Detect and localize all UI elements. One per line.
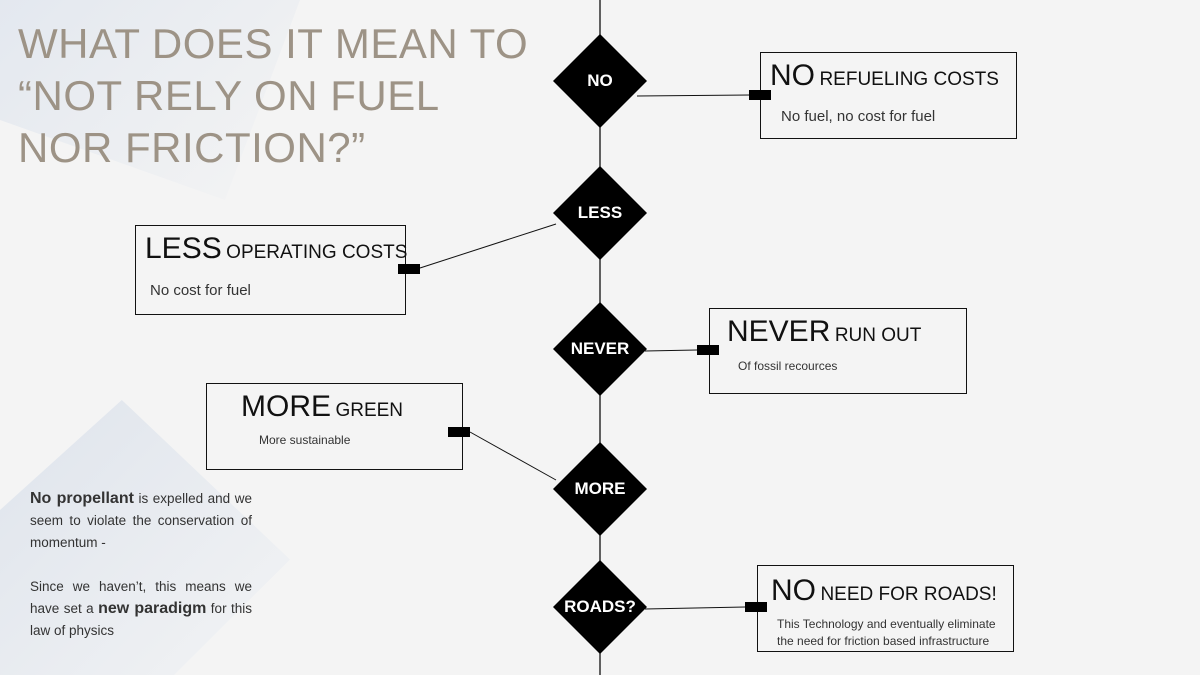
box-body: More sustainable xyxy=(259,433,351,447)
connector-handle xyxy=(745,602,767,612)
box-body: Of fossil recources xyxy=(738,359,838,373)
note-emphasis: new paradigm xyxy=(98,600,207,617)
connector-1 xyxy=(636,94,751,97)
box-heading-small: NEED FOR ROADS! xyxy=(820,584,997,605)
info-box-roads: NO NEED FOR ROADS! This Technology and e… xyxy=(757,565,1014,652)
box-heading-small: REFUELING COSTS xyxy=(819,69,999,90)
note-text: for this law of physics xyxy=(30,601,253,638)
connector-4 xyxy=(469,431,557,481)
side-note: No propellant is expelled and we seem to… xyxy=(30,488,252,642)
note-emphasis: No propellant xyxy=(30,490,134,507)
diamond-label: NO xyxy=(587,71,613,90)
info-box-refueling: NO REFUELING COSTS No fuel, no cost for … xyxy=(760,52,1017,139)
connector-handle xyxy=(448,427,470,437)
diamond-4 xyxy=(553,442,647,536)
diamond-label: LESS xyxy=(577,203,623,222)
diamond-label: MORE xyxy=(574,479,626,498)
box-body: No cost for fuel xyxy=(150,282,251,299)
diamond-1 xyxy=(553,34,647,128)
box-heading-small: GREEN xyxy=(335,400,404,421)
diamond-2 xyxy=(553,166,647,260)
info-box-green: MORE GREEN More sustainable xyxy=(206,383,463,470)
box-heading-big: MORE xyxy=(241,390,331,423)
connector-handle xyxy=(398,264,420,274)
box-heading-small: OPERATING COSTS xyxy=(226,242,408,263)
page-title: WHAT DOES IT MEAN TO “NOT RELY ON FUEL N… xyxy=(18,20,529,171)
diamond-label: NEVER xyxy=(570,339,630,358)
connector-5 xyxy=(644,606,746,610)
diamond-5 xyxy=(553,560,647,654)
box-body: No fuel, no cost for fuel xyxy=(781,108,936,125)
box-heading-big: NEVER xyxy=(727,315,831,348)
box-body: This Technology and eventually eliminate… xyxy=(777,617,996,648)
connector-handle xyxy=(697,345,719,355)
connector-handle xyxy=(749,90,771,100)
diamond-label: ROADS? xyxy=(564,597,636,616)
box-heading-small: RUN OUT xyxy=(834,325,922,346)
box-heading-big: NO xyxy=(771,574,816,607)
connector-3 xyxy=(644,349,698,352)
note-text: Since we haven’t, this means we have set… xyxy=(30,579,252,616)
box-heading-big: LESS xyxy=(145,232,222,265)
info-box-never-run-out: NEVER RUN OUT Of fossil recources xyxy=(709,308,967,394)
diamond-3 xyxy=(553,302,647,396)
note-text: is expelled and we seem to violate the c… xyxy=(30,491,252,550)
info-box-operating: LESS OPERATING COSTS No cost for fuel xyxy=(135,225,408,315)
connector-2 xyxy=(419,223,557,269)
box-heading-big: NO xyxy=(770,59,815,92)
